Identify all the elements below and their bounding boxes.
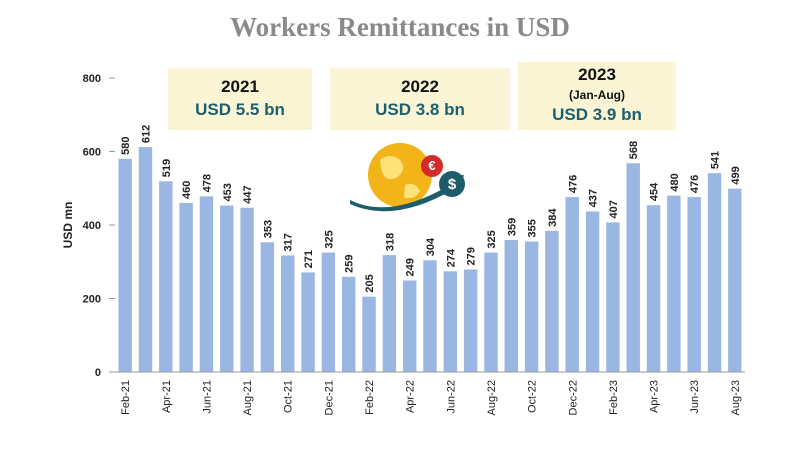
bar xyxy=(220,205,234,372)
bar xyxy=(281,255,295,372)
bar xyxy=(728,188,742,372)
svg-text:$: $ xyxy=(448,176,457,193)
x-tick-label: Jun-22 xyxy=(445,380,457,414)
bar xyxy=(342,276,356,372)
annotation-box xyxy=(330,68,510,130)
value-label: 325 xyxy=(486,230,498,248)
bar xyxy=(545,230,559,372)
value-label: 279 xyxy=(466,247,478,265)
value-label: 325 xyxy=(323,230,335,248)
value-label: 453 xyxy=(222,183,234,201)
y-axis-label: USD mn xyxy=(61,202,75,249)
value-label: 476 xyxy=(567,175,579,193)
value-label: 480 xyxy=(669,173,681,191)
x-tick-label: Jun-21 xyxy=(201,380,213,414)
value-label: 478 xyxy=(201,174,213,192)
value-label: 580 xyxy=(120,136,132,154)
bar xyxy=(687,197,701,372)
x-tick-label: Oct-22 xyxy=(527,380,539,413)
annotation-year: 2022 xyxy=(401,77,439,96)
x-tick-label: Aug-23 xyxy=(730,380,742,415)
x-tick-label: Dec-21 xyxy=(323,380,335,415)
bar xyxy=(138,147,153,372)
annotation-year: 2023 xyxy=(578,65,616,84)
bar xyxy=(362,296,376,372)
value-label: 476 xyxy=(689,175,701,193)
x-tick-label: Apr-21 xyxy=(161,380,173,413)
value-label: 612 xyxy=(140,125,152,143)
y-tick-label: 400 xyxy=(83,220,101,232)
bar xyxy=(707,173,722,372)
y-tick-label: 800 xyxy=(83,73,101,85)
bar xyxy=(504,240,518,372)
value-label: 249 xyxy=(405,258,417,276)
svg-text:€: € xyxy=(428,158,435,173)
bar xyxy=(240,207,254,372)
value-label: 317 xyxy=(283,233,295,251)
bar xyxy=(199,196,214,372)
value-label: 568 xyxy=(628,141,640,159)
value-label: 437 xyxy=(588,189,600,207)
bar xyxy=(606,222,620,372)
x-tick-label: Apr-23 xyxy=(649,380,661,413)
value-label: 384 xyxy=(547,208,559,227)
value-label: 355 xyxy=(527,219,539,237)
value-label: 541 xyxy=(710,151,722,169)
bar xyxy=(484,252,498,372)
x-tick-label: Aug-22 xyxy=(486,380,498,415)
bar xyxy=(382,255,397,372)
annotation-note: (Jan-Aug) xyxy=(569,88,625,102)
bar xyxy=(524,241,539,372)
x-tick-label: Apr-22 xyxy=(405,380,417,413)
annotation-year: 2021 xyxy=(221,77,259,96)
value-label: 274 xyxy=(445,248,457,267)
value-label: 271 xyxy=(303,250,315,268)
bar xyxy=(667,195,681,372)
x-tick-label: Dec-22 xyxy=(567,380,579,415)
y-tick-label: 0 xyxy=(95,367,101,379)
value-label: 407 xyxy=(608,200,620,218)
x-tick-label: Oct-21 xyxy=(283,380,295,413)
bar xyxy=(585,211,600,372)
value-label: 454 xyxy=(649,182,661,201)
value-label: 259 xyxy=(344,254,356,272)
bar xyxy=(646,205,661,372)
bar xyxy=(626,163,640,372)
value-label: 359 xyxy=(506,218,518,236)
annotation-amount: USD 5.5 bn xyxy=(195,100,285,119)
bar xyxy=(443,271,458,372)
value-label: 318 xyxy=(384,233,396,251)
value-label: 519 xyxy=(161,159,173,177)
annotation-box xyxy=(518,62,676,130)
y-tick-label: 600 xyxy=(83,147,101,159)
chart-title: Workers Remittances in USD xyxy=(230,12,570,42)
y-tick-label: 200 xyxy=(83,294,101,306)
value-label: 447 xyxy=(242,185,254,203)
value-label: 205 xyxy=(364,274,376,292)
value-label: 353 xyxy=(262,220,274,238)
bar xyxy=(260,242,275,372)
value-label: 304 xyxy=(425,237,437,256)
bar xyxy=(118,158,132,372)
x-tick-label: Jun-23 xyxy=(689,380,701,414)
x-tick-label: Feb-23 xyxy=(608,380,620,415)
x-tick-label: Feb-22 xyxy=(364,380,376,415)
bar xyxy=(423,260,437,372)
bar xyxy=(179,202,193,372)
remittance-icon: € $ xyxy=(350,143,465,212)
bar xyxy=(565,197,579,372)
bar xyxy=(301,272,315,372)
annotation-amount: USD 3.9 bn xyxy=(552,105,642,124)
annotation-box xyxy=(168,68,312,130)
value-label: 460 xyxy=(181,181,193,199)
bar xyxy=(159,181,173,372)
bar xyxy=(321,252,336,372)
x-tick-label: Feb-21 xyxy=(120,380,132,415)
x-tick-label: Aug-21 xyxy=(242,380,254,415)
value-label: 499 xyxy=(730,166,742,184)
bar xyxy=(463,269,478,372)
bar xyxy=(402,280,417,372)
annotation-amount: USD 3.8 bn xyxy=(375,100,465,119)
